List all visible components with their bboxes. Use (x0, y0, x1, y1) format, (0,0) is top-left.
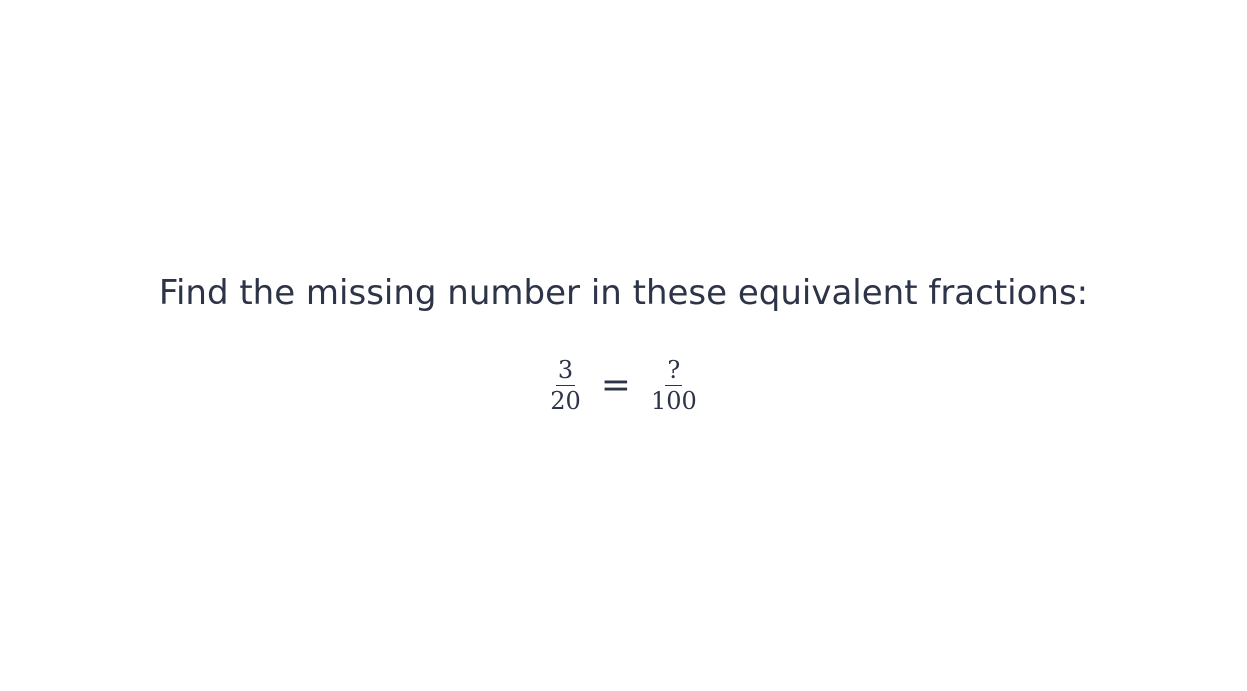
right-numerator-missing: ? (665, 356, 683, 386)
left-numerator: 3 (555, 356, 576, 386)
equals-sign: = (600, 364, 631, 406)
right-denominator: 100 (650, 387, 697, 415)
right-fraction: ? 100 (649, 356, 699, 415)
left-fraction: 3 20 (548, 356, 583, 415)
question-prompt: Find the missing number in these equival… (158, 273, 1089, 313)
left-denominator: 20 (550, 387, 581, 415)
fraction-equation: 3 20 = ? 100 (0, 356, 1247, 415)
